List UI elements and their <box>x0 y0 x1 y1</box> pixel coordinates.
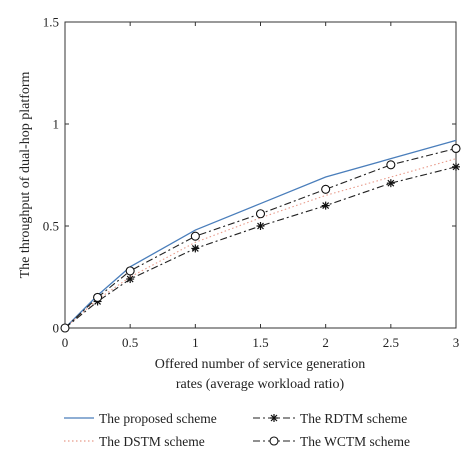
x-axis-title-line-1: Offered number of service generation <box>155 357 365 372</box>
x-tick-label: 0.5 <box>122 335 138 350</box>
legend-item-rdtm: The RDTM scheme <box>253 411 407 426</box>
x-tick-label: 1.5 <box>252 335 268 350</box>
x-tick-label: 2 <box>322 335 329 350</box>
x-tick-label: 0 <box>62 335 69 350</box>
series-marker-wctm <box>190 231 200 241</box>
series-marker-wctm <box>93 292 103 302</box>
series-marker-wctm <box>321 184 331 194</box>
series-marker-wctm <box>255 209 266 219</box>
series-marker-rdtm <box>191 244 200 253</box>
legend-item-proposed: The proposed scheme <box>64 411 217 426</box>
series-marker-rdtm <box>256 222 265 230</box>
x-axis-ticks: 0 0.5 1 1.5 2 2.5 3 <box>62 22 460 350</box>
legend-label-proposed: The proposed scheme <box>99 411 217 426</box>
series-marker-wctm <box>451 143 461 154</box>
series-line-wctm <box>64 147 457 329</box>
y-tick-label: 0.5 <box>43 219 59 234</box>
series-layer <box>60 139 461 333</box>
legend-item-wctm: The WCTM scheme <box>253 434 410 449</box>
y-axis-ticks: 0 0.5 1 1.5 <box>43 15 456 336</box>
y-axis-title: The throughput of dual-hop platform <box>18 71 33 278</box>
legend-label-rdtm: The RDTM scheme <box>300 411 407 426</box>
plot-area-frame <box>64 21 457 329</box>
series-line-dstm <box>64 158 457 329</box>
series-marker-rdtm <box>386 179 395 188</box>
series-marker-rdtm <box>321 201 330 210</box>
legend: The proposed scheme The DSTM scheme The … <box>64 411 410 449</box>
series-marker-rdtm <box>126 275 135 284</box>
x-axis-title-line-2: rates (average workload ratio) <box>176 377 345 392</box>
legend-label-dstm: The DSTM scheme <box>99 434 205 449</box>
series-marker-rdtm <box>452 162 460 171</box>
series-marker-wctm <box>386 160 396 170</box>
y-tick-label: 1 <box>53 117 60 132</box>
legend-marker-rdtm <box>270 414 278 422</box>
legend-marker-wctm <box>269 436 279 446</box>
legend-label-wctm: The WCTM scheme <box>300 434 410 449</box>
series-marker-wctm <box>60 323 70 333</box>
y-tick-label: 0 <box>53 321 60 336</box>
x-tick-label: 1 <box>192 335 199 350</box>
series-marker-wctm <box>125 266 135 276</box>
series-line-rdtm <box>64 166 457 329</box>
series-line-proposed <box>64 139 457 329</box>
legend-item-dstm: The DSTM scheme <box>64 434 205 449</box>
y-tick-label: 1.5 <box>43 15 59 30</box>
x-tick-label: 2.5 <box>383 335 399 350</box>
x-tick-label: 3 <box>453 335 460 350</box>
